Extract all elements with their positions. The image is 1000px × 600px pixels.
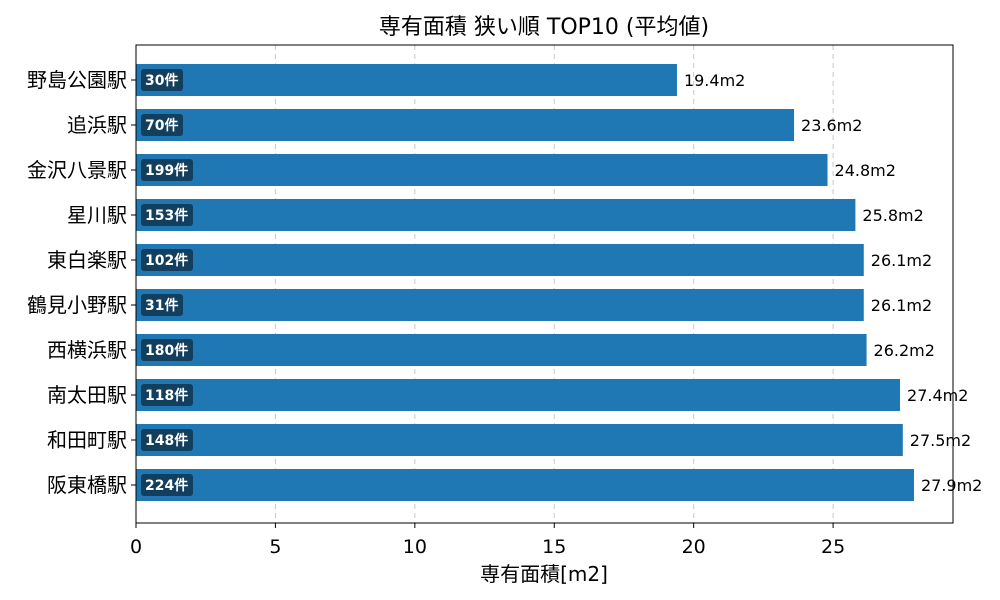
x-axis-label: 専有面積[m2] [480, 562, 608, 586]
value-label: 26.1m2 [871, 296, 932, 315]
category-label: 東白楽駅 [47, 248, 127, 272]
category-label: 金沢八景駅 [27, 158, 127, 182]
category-label: 野島公園駅 [27, 68, 127, 92]
x-tick-label: 20 [682, 536, 706, 558]
value-label: 27.9m2 [921, 476, 982, 495]
x-ticks: 0 5 10 15 20 25 [130, 79, 845, 558]
count-badge [141, 114, 183, 136]
count-badge [141, 339, 193, 361]
count-label: 118件 [145, 387, 188, 404]
plot-frame [135, 44, 954, 524]
count-label: 180件 [145, 342, 188, 359]
category-label: 西横浜駅 [47, 338, 127, 362]
chart-title: 専有面積 狭い順 TOP10 (平均値) [379, 15, 709, 40]
count-label: 30件 [145, 72, 178, 89]
category-label: 追浜駅 [67, 113, 127, 137]
value-label: 26.1m2 [871, 251, 932, 270]
category-label: 星川駅 [67, 203, 127, 227]
bar [136, 199, 856, 231]
count-label: 70件 [145, 117, 178, 134]
bar [136, 64, 677, 96]
x-tick-label: 5 [269, 536, 281, 558]
count-badge [141, 159, 193, 181]
bar [136, 289, 864, 321]
count-badge [141, 429, 193, 451]
value-label: 24.8m2 [835, 161, 896, 180]
count-badge [141, 69, 183, 91]
bar [136, 154, 828, 186]
category-label: 南太田駅 [47, 383, 127, 407]
count-label: 199件 [145, 162, 188, 179]
value-labels: 30件 19.4m2 70件 23.6m2 199件 24.8m2 153件 25.8m2 10… [141, 69, 982, 496]
count-label: 224件 [145, 477, 188, 494]
count-badge [141, 204, 193, 226]
x-tick-label: 0 [130, 536, 142, 558]
count-badge [141, 474, 193, 496]
value-label: 27.5m2 [910, 431, 971, 450]
bars [136, 64, 914, 501]
bar [136, 424, 903, 456]
category-label: 鶴見小野駅 [27, 293, 127, 317]
value-label: 25.8m2 [862, 206, 923, 225]
value-label: 26.2m2 [874, 341, 935, 360]
count-badge [141, 294, 183, 316]
count-badge [141, 249, 193, 271]
count-label: 31件 [145, 297, 178, 314]
value-label: 19.4m2 [684, 71, 745, 90]
x-tick-label: 25 [821, 536, 845, 558]
bar [136, 109, 795, 141]
bar [136, 334, 867, 366]
count-label: 102件 [145, 252, 188, 269]
value-label: 23.6m2 [801, 116, 862, 135]
count-label: 153件 [145, 207, 188, 224]
category-label: 阪東橋駅 [47, 473, 127, 497]
bar [136, 244, 864, 276]
count-badge [141, 384, 193, 406]
value-label: 27.4m2 [907, 386, 968, 405]
x-tick-label: 15 [542, 536, 566, 558]
bar [136, 469, 914, 501]
category-label: 和田町駅 [47, 428, 127, 452]
bar [136, 379, 901, 411]
count-label: 148件 [145, 432, 188, 449]
x-tick-label: 10 [403, 536, 427, 558]
category-labels: 野島公園駅追浜駅金沢八景駅星川駅東白楽駅鶴見小野駅西横浜駅南太田駅和田町駅阪東橋… [27, 68, 127, 497]
